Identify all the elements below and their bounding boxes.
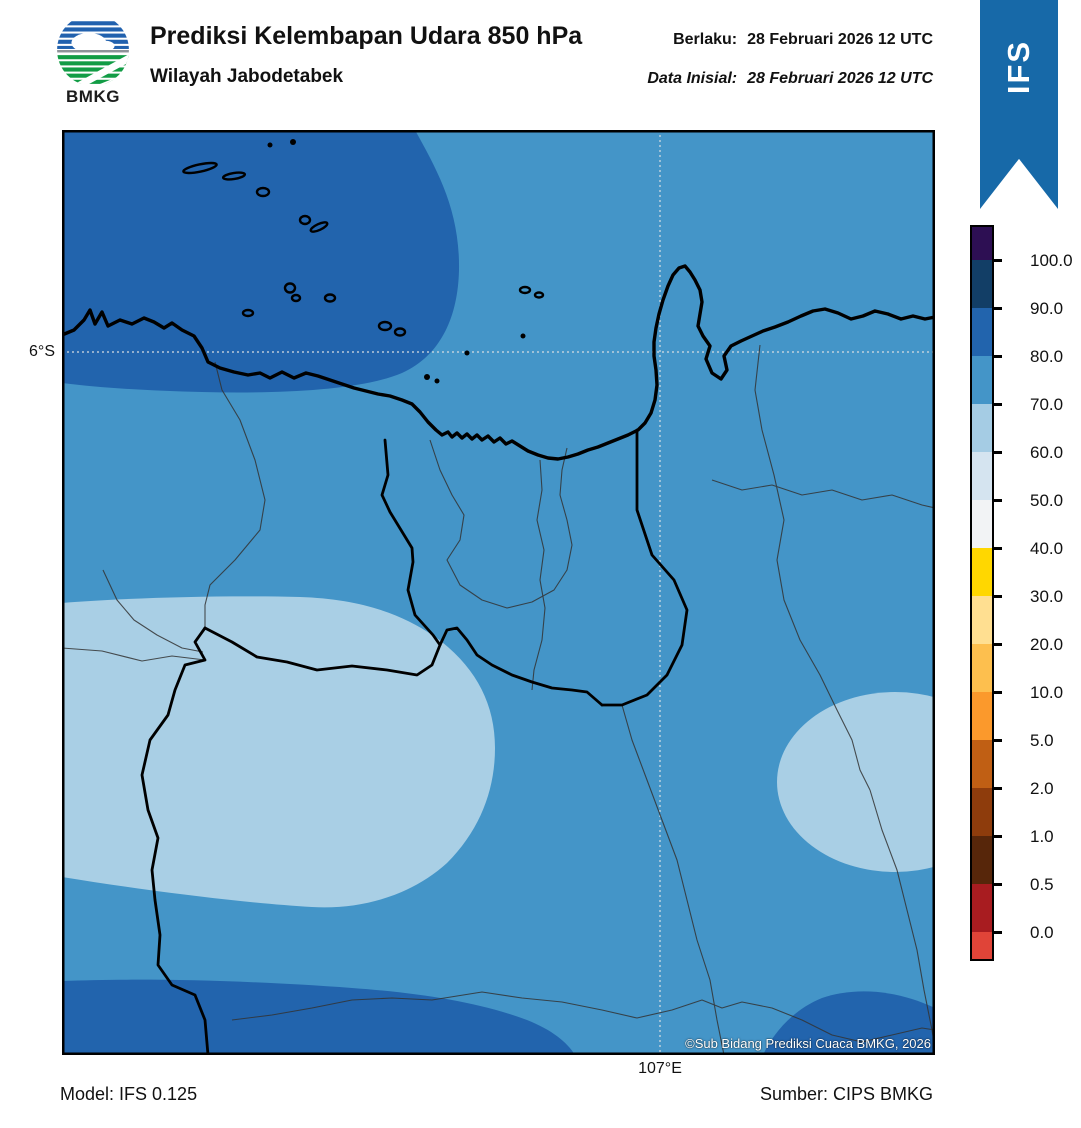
colorbar-segment	[972, 692, 992, 740]
valid-value: 28 Februari 2026 12 UTC	[747, 31, 933, 48]
colorbar-tick-label: 90.0	[1030, 299, 1064, 318]
colorbar-segment	[972, 404, 992, 452]
colorbar-tick-mark	[993, 499, 1002, 502]
initial-value: 28 Februari 2026 12 UTC	[747, 70, 933, 87]
colorbar-segment	[972, 884, 992, 932]
colorbar-tick-mark	[993, 931, 1002, 934]
coastline	[62, 264, 935, 461]
colorbar-segment	[972, 932, 992, 959]
initial-time: Data Inisial: 28 Februari 2026 12 UTC	[647, 70, 933, 88]
district-borders	[62, 344, 935, 1055]
colorbar-tick-label: 40.0	[1030, 539, 1064, 558]
footer-source: Sumber: CIPS BMKG	[759, 1084, 933, 1104]
bmkg-logo	[55, 12, 131, 93]
colorbar-tick-label: 0.0	[1030, 923, 1054, 942]
valid-label: Berlaku:	[673, 31, 738, 48]
province-borders	[140, 428, 689, 1055]
colorbar-tick-mark	[993, 787, 1002, 790]
bmkg-logo-label: BMKG	[66, 87, 120, 106]
colorbar-tick-mark	[993, 547, 1002, 550]
colorbar-segment	[972, 500, 992, 548]
colorbar-tick-mark	[993, 307, 1002, 310]
page-title: Prediksi Kelembapan Udara 850 hPa	[150, 22, 583, 50]
bmkg-logo-icon	[57, 14, 129, 86]
colorbar-tick-mark	[993, 451, 1002, 454]
fill-rh-80-90-bottom-left	[62, 979, 575, 1055]
colorbar-segment	[972, 836, 992, 884]
colorbar-tick-mark	[993, 739, 1002, 742]
colorbar-tick-mark	[993, 355, 1002, 358]
colorbar-segment	[972, 596, 992, 644]
region-subtitle: Wilayah Jabodetabek	[150, 66, 344, 87]
colorbar-tick-mark	[993, 259, 1002, 262]
valid-time: Berlaku: 28 Februari 2026 12 UTC	[673, 31, 933, 49]
colorbar-tick-label: 60.0	[1030, 443, 1064, 462]
colorbar-tick-label: 100.0	[1030, 251, 1073, 270]
colorbar-tick-label: 80.0	[1030, 347, 1064, 366]
humidity-map	[62, 130, 935, 1055]
colorbar-tick-label: 1.0	[1030, 827, 1054, 846]
latitude-tick-label: 6°S	[29, 343, 55, 360]
colorbar-segment	[972, 227, 992, 260]
fill-rh-60-70-east-oval	[777, 692, 935, 872]
graticule	[62, 130, 935, 1055]
colorbar	[970, 225, 994, 961]
fill-rh-60-70-west	[62, 596, 495, 908]
fill-rh-80-90-northwest	[62, 130, 460, 393]
model-ribbon: IFS	[980, 0, 1058, 209]
colorbar-segment	[972, 740, 992, 788]
initial-label: Data Inisial:	[647, 70, 738, 87]
colorbar-segment	[972, 788, 992, 836]
colorbar-tick-label: 70.0	[1030, 395, 1064, 414]
colorbar-tick-label: 30.0	[1030, 587, 1064, 606]
colorbar-segment	[972, 356, 992, 404]
footer-model: Model: IFS 0.125	[60, 1084, 198, 1104]
colorbar-tick-label: 10.0	[1030, 683, 1064, 702]
colorbar-tick-label: 2.0	[1030, 779, 1054, 798]
colorbar-tick-label: 5.0	[1030, 731, 1054, 750]
map-copyright: ©Sub Bidang Prediksi Cuaca BMKG, 2026	[685, 1036, 931, 1051]
colorbar-tick-mark	[993, 403, 1002, 406]
longitude-tick-label: 107°E	[638, 1060, 682, 1077]
colorbar-tick-mark	[993, 883, 1002, 886]
colorbar-tick-label: 50.0	[1030, 491, 1064, 510]
model-ribbon-label: IFS	[1001, 39, 1036, 95]
islands	[182, 139, 545, 384]
colorbar-segment	[972, 548, 992, 596]
fill-rh-80-90-bottom-right	[763, 991, 935, 1055]
colorbar-segment	[972, 308, 992, 356]
colorbar-tick-label: 0.5	[1030, 875, 1054, 894]
colorbar-tick-mark	[993, 595, 1002, 598]
colorbar-tick-mark	[993, 835, 1002, 838]
colorbar-segment	[972, 260, 992, 308]
colorbar-segment	[972, 644, 992, 692]
colorbar-tick-mark	[993, 691, 1002, 694]
colorbar-tick-label: 20.0	[1030, 635, 1064, 654]
colorbar-tick-mark	[993, 643, 1002, 646]
colorbar-segment	[972, 452, 992, 500]
